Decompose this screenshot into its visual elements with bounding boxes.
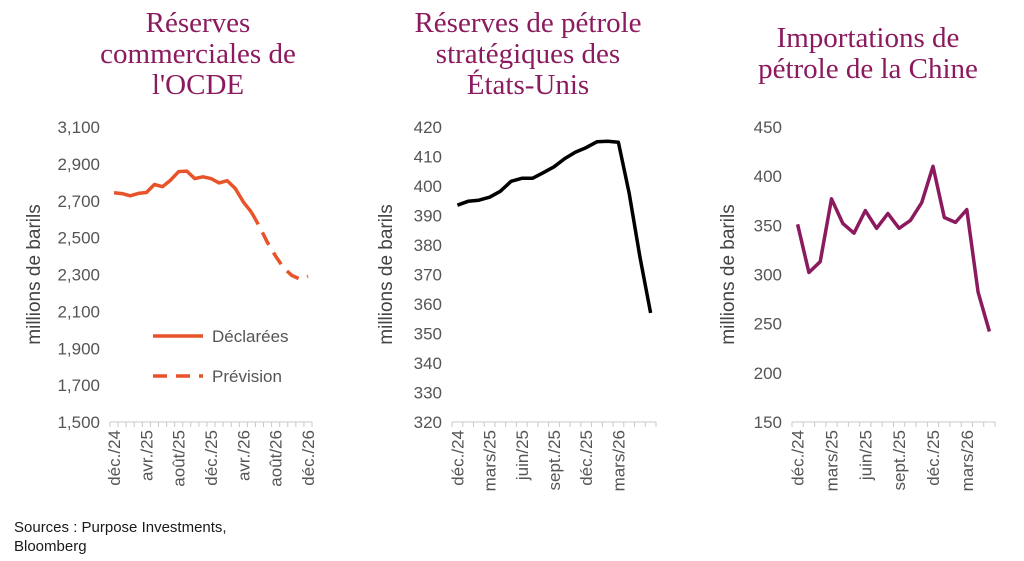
series-line-forecast xyxy=(249,211,309,281)
x-tick-label: déc./24 xyxy=(448,430,467,486)
y-tick-label: 390 xyxy=(414,207,442,226)
y-axis-label: millions de barils xyxy=(376,204,397,344)
y-tick-label: 370 xyxy=(414,266,442,285)
x-tick-label: mars/26 xyxy=(958,430,977,491)
y-tick-label: 350 xyxy=(414,325,442,344)
y-tick-label: 1,500 xyxy=(57,413,100,432)
y-tick-label: 420 xyxy=(414,118,442,137)
x-tick-label: déc./25 xyxy=(202,430,221,486)
chart-title-line: Importations de xyxy=(777,22,960,54)
x-tick-label: sept./25 xyxy=(890,430,909,491)
x-tick-label: déc./25 xyxy=(924,430,943,486)
y-tick-label: 2,300 xyxy=(57,266,100,285)
x-tick-label: avr./26 xyxy=(234,430,253,481)
chart-title-line: l'OCDE xyxy=(152,69,244,101)
y-tick-label: 340 xyxy=(414,354,442,373)
x-tick-label: juin/25 xyxy=(856,430,875,481)
chart-title-line: Réserves de pétrole xyxy=(414,7,641,39)
y-tick-label: 360 xyxy=(414,295,442,314)
source-line-2: Bloomberg xyxy=(14,538,87,555)
y-tick-label: 150 xyxy=(754,413,782,432)
x-tick-label: sept./25 xyxy=(545,430,564,491)
y-tick-label: 1,700 xyxy=(57,376,100,395)
chart-title-line: commerciales de xyxy=(100,38,296,70)
y-tick-label: 2,900 xyxy=(57,155,100,174)
y-tick-label: 320 xyxy=(414,413,442,432)
y-tick-label: 250 xyxy=(754,315,782,334)
chart-title-line: États-Unis xyxy=(467,68,589,101)
x-tick-label: août/25 xyxy=(170,430,189,487)
x-tick-label: déc./26 xyxy=(299,430,318,486)
x-tick-label: déc./24 xyxy=(105,430,124,486)
x-tick-label: août/26 xyxy=(267,430,286,487)
y-tick-label: 300 xyxy=(754,266,782,285)
x-tick-label: déc./24 xyxy=(789,430,808,486)
chart-title-line: pétrole de la Chine xyxy=(758,53,978,85)
x-tick-label: juin/25 xyxy=(513,430,532,481)
legend-label: Prévision xyxy=(212,367,282,386)
x-tick-label: mars/25 xyxy=(481,430,500,491)
chart-title-line: stratégiques des xyxy=(436,38,620,70)
x-tick-label: avr./25 xyxy=(137,430,156,481)
y-tick-label: 380 xyxy=(414,236,442,255)
y-tick-label: 450 xyxy=(754,118,782,137)
y-tick-label: 410 xyxy=(414,148,442,167)
y-tick-label: 350 xyxy=(754,216,782,235)
y-tick-label: 2,100 xyxy=(57,302,100,321)
y-axis-label: millions de barils xyxy=(24,204,45,344)
source-line-1: Sources : Purpose Investments, xyxy=(14,519,227,536)
y-axis-label: millions de barils xyxy=(718,204,739,344)
y-tick-label: 200 xyxy=(754,364,782,383)
x-tick-label: mars/25 xyxy=(822,430,841,491)
series-line xyxy=(113,169,253,214)
x-tick-label: mars/26 xyxy=(609,430,628,491)
x-tick-label: déc./25 xyxy=(577,430,596,486)
y-tick-label: 3,100 xyxy=(57,118,100,137)
y-tick-label: 2,700 xyxy=(57,192,100,211)
chart-title-line: Réserves xyxy=(146,7,251,39)
y-tick-label: 1,900 xyxy=(57,339,100,358)
y-tick-label: 400 xyxy=(414,177,442,196)
y-tick-label: 330 xyxy=(414,384,442,403)
y-tick-label: 2,500 xyxy=(57,229,100,248)
source-note: Sources : Purpose Investments, Bloomberg xyxy=(14,518,314,556)
series-line xyxy=(795,164,992,332)
y-tick-label: 400 xyxy=(754,167,782,186)
series-line xyxy=(456,139,653,314)
legend-label: Déclarées xyxy=(212,327,289,346)
